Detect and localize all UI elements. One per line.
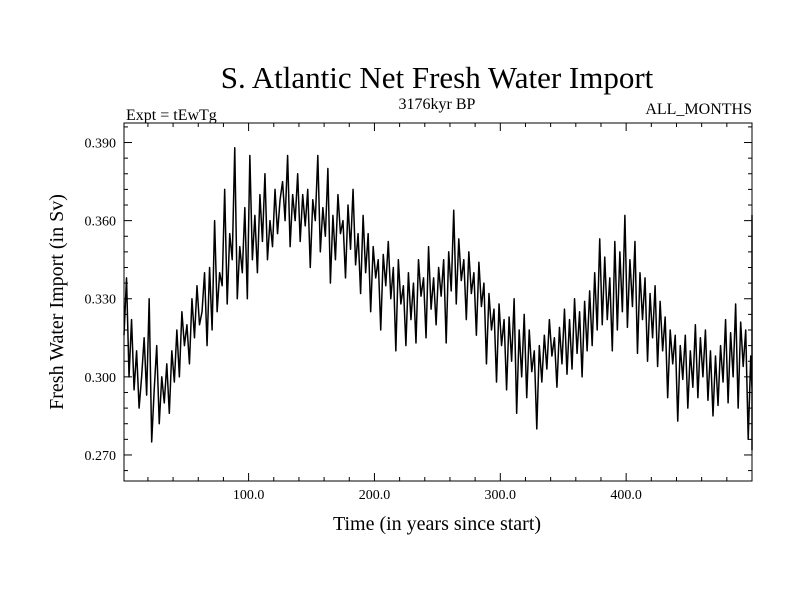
y-tick-label: 0.270 xyxy=(85,449,117,464)
x-axis-label: Time (in years since start) xyxy=(333,513,541,535)
chart-title: S. Atlantic Net Fresh Water Import xyxy=(221,60,654,95)
months-label: ALL_MONTHS xyxy=(645,101,752,118)
y-tick-label: 0.360 xyxy=(85,215,117,230)
y-axis-label: Fresh Water Import (in Sv) xyxy=(46,194,68,410)
y-tick-label: 0.390 xyxy=(85,137,117,152)
x-tick-label: 200.0 xyxy=(359,488,391,503)
x-tick-label: 400.0 xyxy=(610,488,642,503)
experiment-label: Expt = tEwTg xyxy=(126,107,217,124)
time-period-label: 3176kyr BP xyxy=(399,96,476,113)
series-line-fresh-water-import xyxy=(123,146,753,451)
x-tick-label: 300.0 xyxy=(485,488,517,503)
x-tick-label: 100.0 xyxy=(233,488,265,503)
y-tick-label: 0.300 xyxy=(85,371,117,386)
axis-tick-labels: 100.0 200.0 300.0 400.0 0.270 0.300 0.330 0.360… xyxy=(85,137,642,503)
y-tick-label: 0.330 xyxy=(85,293,117,308)
